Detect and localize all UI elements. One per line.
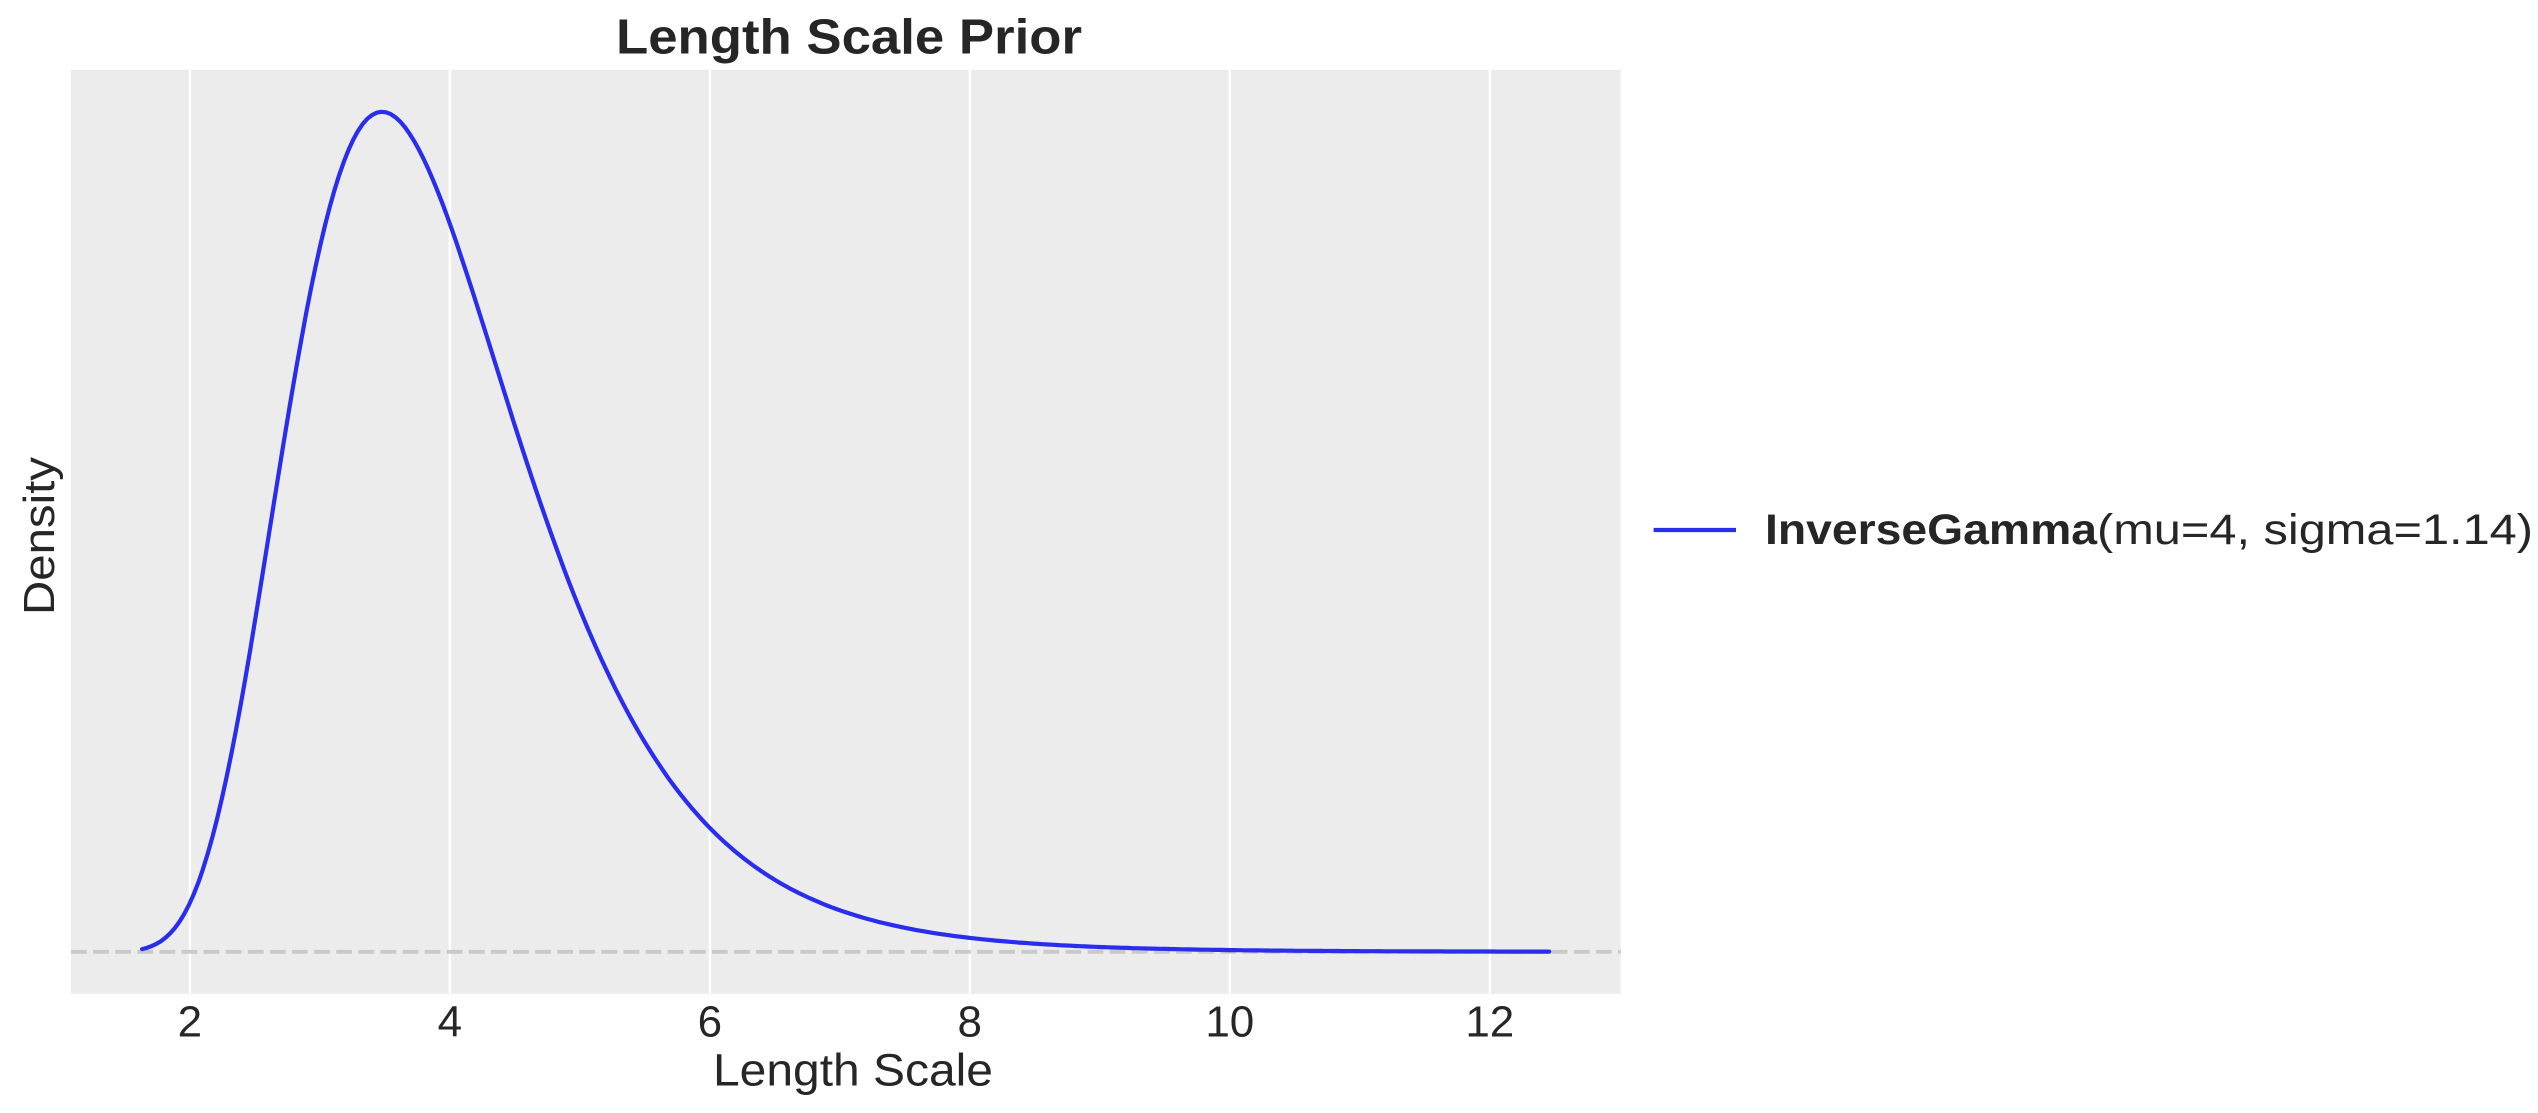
- svg-text:Length Scale Prior: Length Scale Prior: [616, 10, 1082, 64]
- svg-text:Density: Density: [15, 457, 64, 615]
- svg-text:Length Scale: Length Scale: [713, 1044, 993, 1095]
- svg-text:InverseGamma(mu=4, sigma=1.14): InverseGamma(mu=4, sigma=1.14): [1765, 507, 2533, 554]
- svg-text:6: 6: [698, 997, 722, 1046]
- svg-text:10: 10: [1205, 997, 1254, 1046]
- svg-text:12: 12: [1465, 997, 1514, 1046]
- svg-text:8: 8: [958, 997, 982, 1046]
- svg-text:4: 4: [438, 997, 462, 1046]
- svg-text:2: 2: [178, 997, 202, 1046]
